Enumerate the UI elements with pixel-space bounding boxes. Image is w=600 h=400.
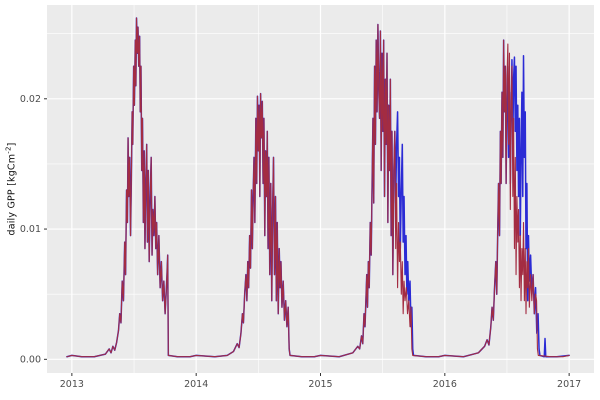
y-axis-tick-label: 0.01 [20,224,41,235]
x-axis-tick-label: 2015 [308,379,332,390]
y-axis-title: daily GPP [kgCm-2] [4,142,17,235]
y-axis-tick-label: 0.02 [20,94,41,105]
x-axis-tick-label: 2016 [433,379,457,390]
y-axis-tick-label: 0.00 [20,354,41,365]
x-axis-tick-label: 2014 [184,379,208,390]
series-line-dark-red [66,17,570,358]
y-axis-title-close-bracket: ] [6,142,18,147]
y-axis-title-text: daily GPP [kgCm [6,153,18,236]
y-axis-title-superscript: -2 [4,146,13,154]
x-axis-tick-label: 2013 [60,379,84,390]
x-axis-tick-label: 2017 [557,379,581,390]
